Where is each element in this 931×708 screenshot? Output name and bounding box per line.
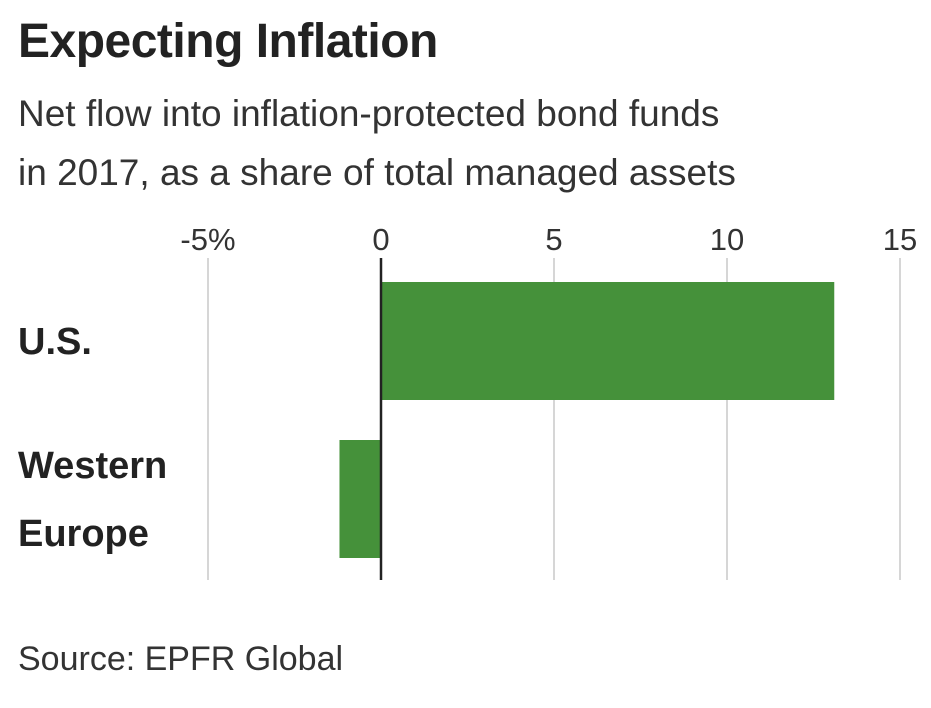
chart-subtitle-line-2: in 2017, as a share of total managed ass… xyxy=(18,152,736,193)
tick-label-2: 5 xyxy=(545,222,562,257)
category-label-1-0: Western xyxy=(18,445,167,487)
bar-1 xyxy=(339,440,381,558)
tick-label-0: -5% xyxy=(180,222,235,257)
chart-subtitle-line-1: Net flow into inflation-protected bond f… xyxy=(18,93,720,134)
category-label-1-1: Europe xyxy=(18,513,149,555)
tick-label-1: 0 xyxy=(372,222,389,257)
chart-subtitle: Net flow into inflation-protected bond f… xyxy=(18,84,918,202)
tick-label-4: 15 xyxy=(883,222,917,257)
category-label-0-0: U.S. xyxy=(18,321,92,363)
category-labels: U.S. Western Europe xyxy=(18,321,167,555)
tick-label-3: 10 xyxy=(710,222,744,257)
chart-title: Expecting Inflation xyxy=(18,15,438,68)
bar-0 xyxy=(381,282,835,400)
tick-labels: -5% 0 5 10 15 xyxy=(180,222,917,257)
bars xyxy=(339,282,835,558)
source-note: Source: EPFR Global xyxy=(18,640,344,678)
